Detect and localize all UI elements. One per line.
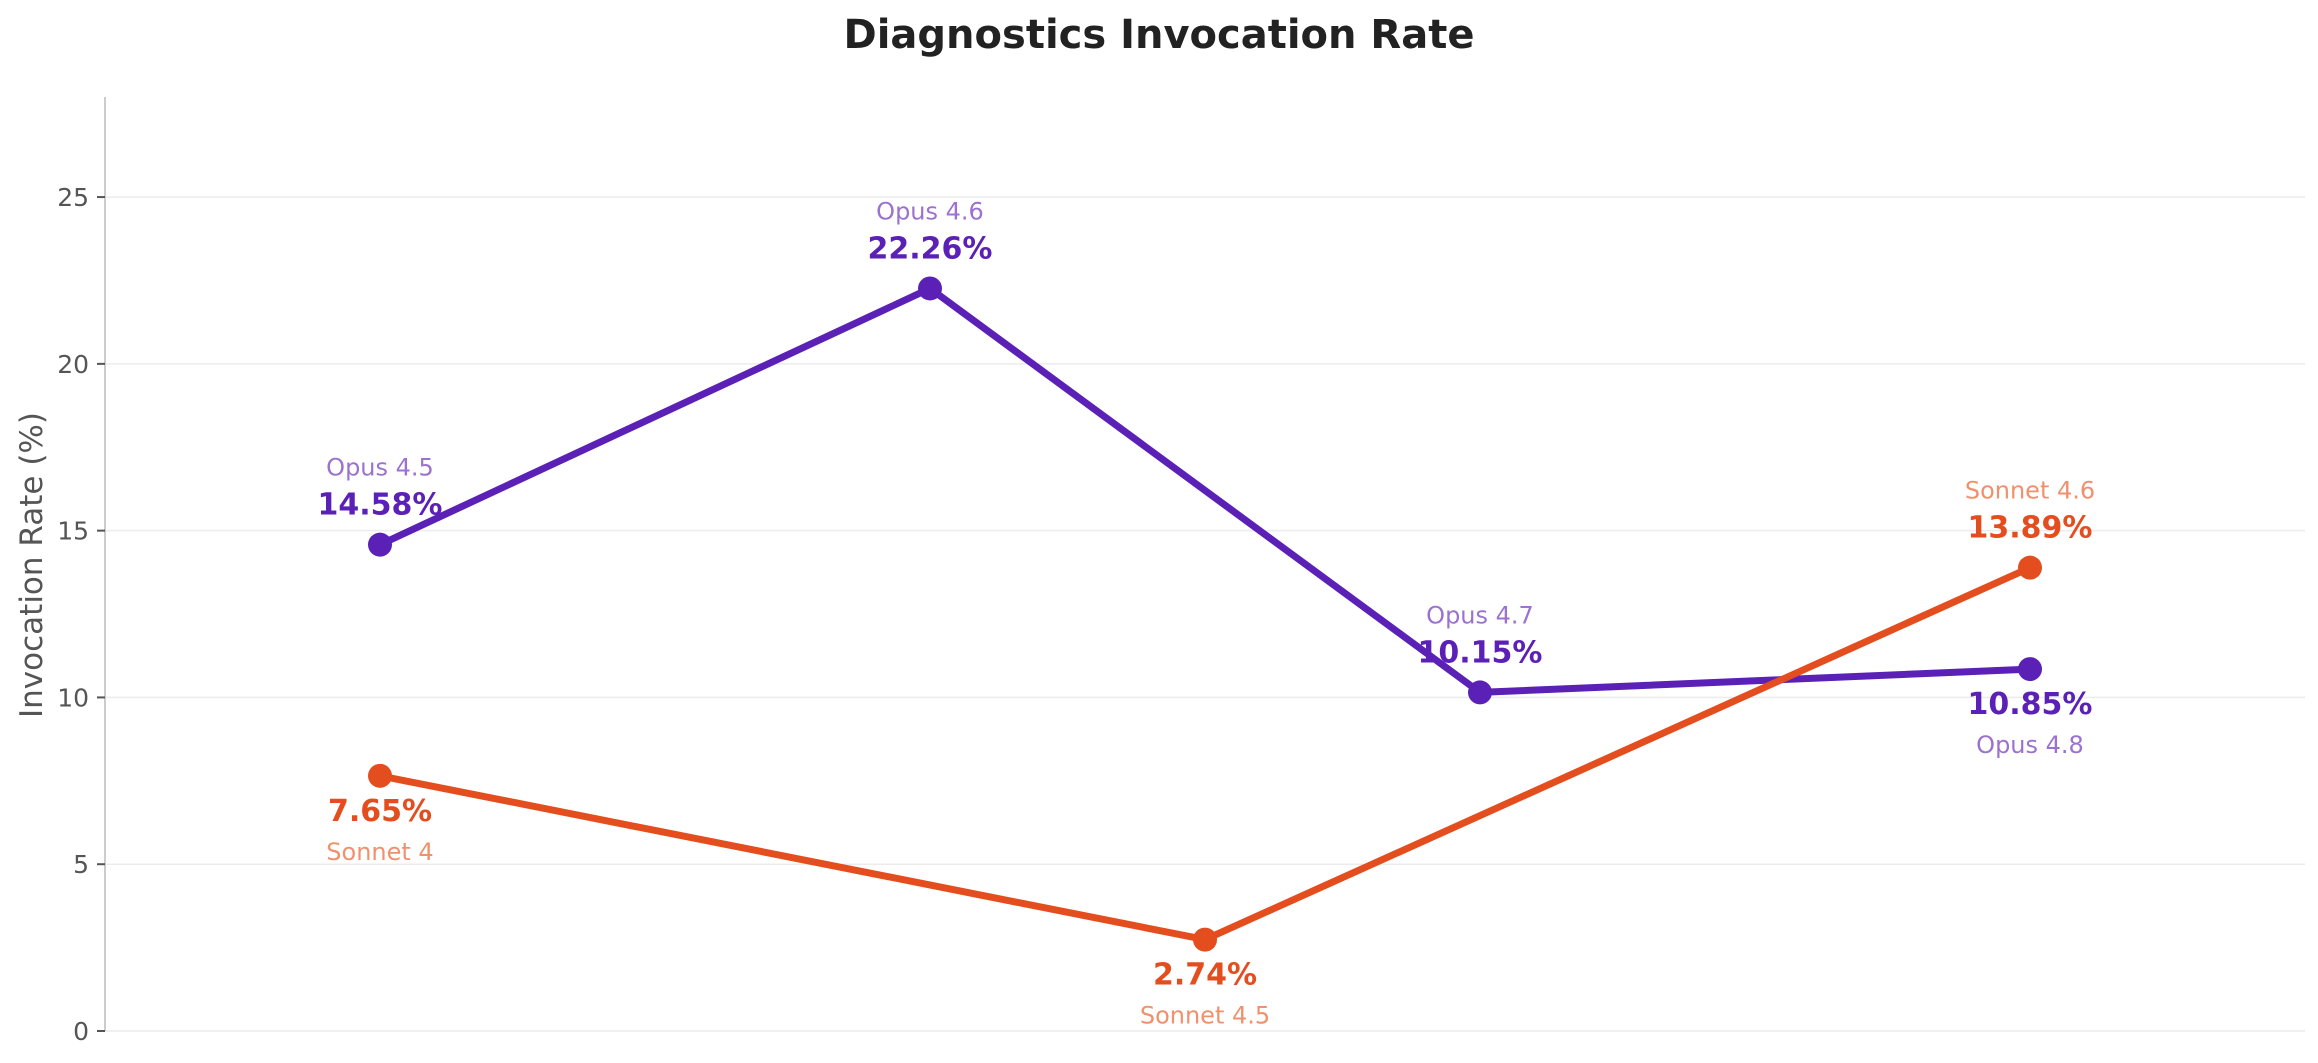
series-1: 7.65% Sonnet 4 2.74% Sonnet 4.5 13.89% Sonnet… bbox=[326, 477, 2095, 1030]
y-tick-label: 10 bbox=[57, 683, 89, 712]
data-label: 10.85% bbox=[1968, 687, 2093, 722]
y-tick-label: 25 bbox=[57, 183, 89, 212]
chart-title: Diagnostics Invocation Rate bbox=[844, 12, 1475, 58]
point-name-label: Sonnet 4 bbox=[326, 838, 433, 866]
data-label: 10.15% bbox=[1418, 635, 1543, 670]
point-name-label: Opus 4.5 bbox=[326, 454, 434, 482]
series-line bbox=[376, 564, 2034, 944]
series-0: 14.58% Opus 4.5 22.26% Opus 4.6 10.15% Opus 4… bbox=[318, 197, 2093, 759]
y-tick-label: 15 bbox=[57, 517, 89, 546]
data-point bbox=[2018, 657, 2042, 682]
point-name-label: Opus 4.7 bbox=[1426, 601, 1534, 629]
data-point bbox=[1468, 680, 1492, 705]
y-tick-label: 0 bbox=[73, 1017, 89, 1046]
y-tick-label: 5 bbox=[73, 850, 89, 879]
point-name-label: Opus 4.8 bbox=[1976, 731, 2084, 759]
data-label: 14.58% bbox=[318, 488, 443, 523]
y-axis-label: Invocation Rate (%) bbox=[14, 412, 50, 718]
data-point bbox=[1193, 927, 1217, 952]
series-line bbox=[376, 284, 2034, 696]
data-point bbox=[918, 276, 942, 301]
point-name-label: Opus 4.6 bbox=[876, 197, 984, 225]
point-name-label: Sonnet 4.6 bbox=[1965, 477, 2095, 505]
y-axis-ticks: 0 5 10 15 20 25 bbox=[57, 183, 105, 1046]
data-label: 22.26% bbox=[868, 231, 993, 266]
point-name-label: Sonnet 4.5 bbox=[1140, 1002, 1270, 1030]
series-layer: 14.58% Opus 4.5 22.26% Opus 4.6 10.15% Opus 4… bbox=[318, 197, 2096, 1029]
data-label: 13.89% bbox=[1968, 511, 2093, 546]
data-point bbox=[368, 532, 392, 557]
y-tick-label: 20 bbox=[57, 350, 89, 379]
data-label: 7.65% bbox=[328, 794, 432, 829]
data-label: 2.74% bbox=[1153, 958, 1257, 993]
data-point bbox=[2018, 555, 2042, 580]
data-point bbox=[368, 763, 392, 788]
grid bbox=[105, 196, 2305, 1032]
